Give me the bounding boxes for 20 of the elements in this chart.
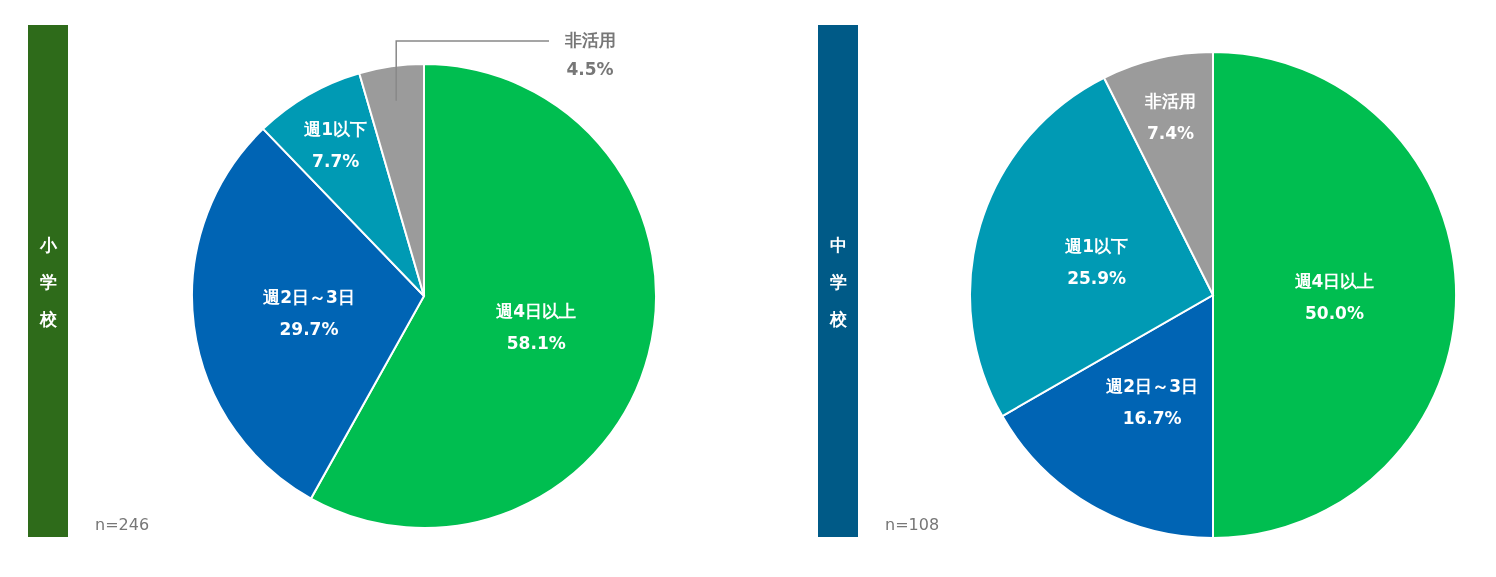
data-label: 4.5% bbox=[566, 59, 614, 79]
data-label: 7.4% bbox=[1146, 123, 1195, 144]
data-label: 16.7% bbox=[1122, 408, 1182, 429]
slice-label: 週4日以上 bbox=[495, 301, 577, 322]
text: 小学校 bbox=[38, 235, 58, 329]
slice-label: 週1以下 bbox=[303, 119, 368, 140]
data-label: 29.7% bbox=[279, 318, 339, 339]
slice-label: 週2日～3日 bbox=[1105, 376, 1198, 397]
text: 中学校 bbox=[828, 235, 848, 329]
text: n=108 bbox=[885, 515, 940, 534]
data-label: 50.0% bbox=[1305, 303, 1364, 323]
slice-label: 週4日以上 bbox=[1293, 271, 1375, 291]
slice-label: 週2日～3日 bbox=[262, 286, 355, 307]
data-label: 7.7% bbox=[312, 151, 360, 172]
data-label: 25.9% bbox=[1067, 268, 1127, 288]
slice-label: 非活用 bbox=[1143, 91, 1196, 112]
data-label: 58.1% bbox=[506, 333, 566, 354]
text: n=246 bbox=[95, 515, 150, 534]
slice-label: 非活用 bbox=[563, 30, 616, 50]
slice-label: 週1以下 bbox=[1064, 236, 1129, 256]
